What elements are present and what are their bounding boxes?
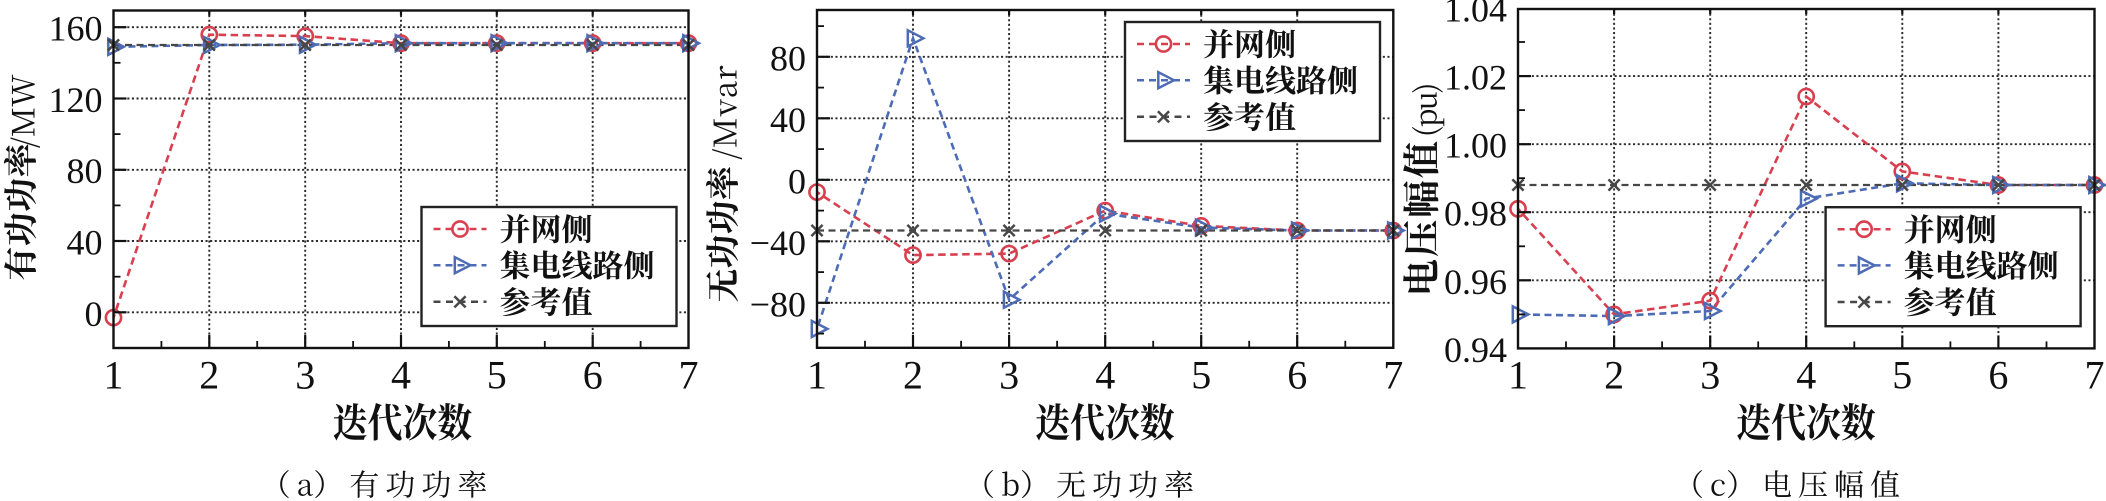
- svg-text:80: 80: [67, 151, 103, 191]
- svg-text:4: 4: [391, 353, 411, 398]
- svg-text:2: 2: [1604, 353, 1624, 398]
- svg-text:0: 0: [788, 161, 806, 201]
- svg-text:3: 3: [999, 353, 1019, 398]
- svg-text:0.98: 0.98: [1444, 194, 1507, 234]
- svg-text:3: 3: [295, 353, 315, 398]
- svg-text:4: 4: [1095, 353, 1115, 398]
- svg-text:160: 160: [49, 9, 103, 49]
- svg-text:3: 3: [1700, 353, 1720, 398]
- svg-text:0: 0: [85, 294, 103, 334]
- svg-text:1.04: 1.04: [1444, 0, 1507, 30]
- svg-text:6: 6: [583, 353, 603, 398]
- svg-text:2: 2: [903, 353, 923, 398]
- svg-text:5: 5: [1191, 353, 1211, 398]
- svg-text:5: 5: [487, 353, 507, 398]
- svg-text:−80: −80: [750, 284, 806, 324]
- svg-text:4: 4: [1796, 353, 1816, 398]
- svg-text:0.96: 0.96: [1444, 262, 1507, 302]
- svg-text:7: 7: [679, 353, 699, 398]
- svg-text:5: 5: [1892, 353, 1912, 398]
- svg-text:80: 80: [770, 38, 806, 78]
- svg-text:7: 7: [1383, 353, 1403, 398]
- svg-text:1.02: 1.02: [1444, 58, 1507, 98]
- svg-text:1.00: 1.00: [1444, 126, 1507, 166]
- svg-text:1: 1: [104, 353, 124, 398]
- svg-text:6: 6: [1287, 353, 1307, 398]
- svg-text:120: 120: [49, 80, 103, 120]
- svg-text:40: 40: [67, 223, 103, 263]
- svg-text:2: 2: [199, 353, 219, 398]
- svg-text:−40: −40: [750, 223, 806, 263]
- svg-text:1: 1: [1508, 353, 1528, 398]
- svg-text:40: 40: [770, 100, 806, 140]
- svg-text:1: 1: [807, 353, 827, 398]
- svg-text:6: 6: [1988, 353, 2008, 398]
- svg-text:0.94: 0.94: [1444, 330, 1507, 370]
- svg-text:7: 7: [2085, 353, 2105, 398]
